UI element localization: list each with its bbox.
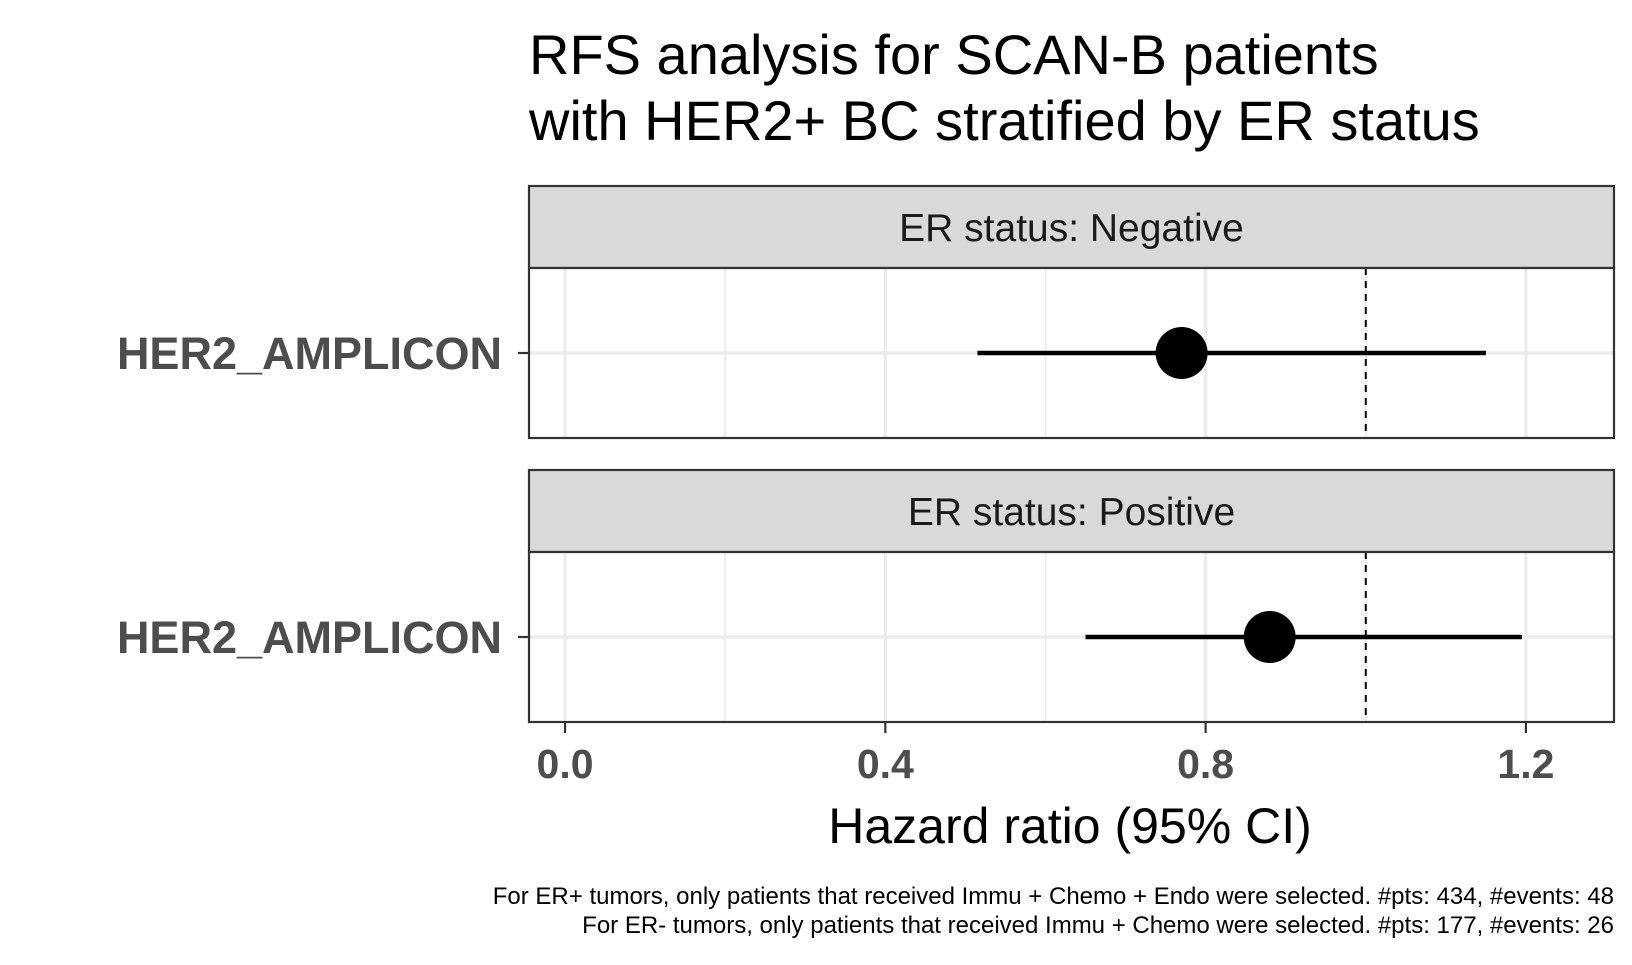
x-axis-tick-label: 0.4 (857, 741, 914, 787)
hazard-ratio-point (1155, 327, 1208, 379)
x-axis-tick-label: 0.0 (537, 741, 594, 787)
panel-border (527, 266, 1616, 440)
panel-1: ER status: Negative HER2_AMPLICON (117, 184, 1616, 440)
caption-line-1: For ER+ tumors, only patients that recei… (493, 883, 1614, 910)
panel-2: ER status: Positive HER2_AMPLICON (117, 468, 1616, 724)
panel-strip (527, 468, 1616, 554)
panel-strip-label: ER status: Negative (899, 207, 1244, 250)
panel-strip-label: ER status: Positive (908, 491, 1235, 534)
chart-title-line-2: with HER2+ BC stratified by ER status (528, 89, 1480, 152)
caption-line-2: For ER- tumors, only patients that recei… (582, 912, 1614, 939)
panel-strip (527, 184, 1616, 270)
x-axis-tick-label: 1.2 (1497, 741, 1554, 787)
chart-title-line-1: RFS analysis for SCAN-B patients (529, 23, 1379, 86)
y-axis-label: HER2_AMPLICON (117, 612, 502, 663)
panel-border (527, 550, 1616, 724)
x-axis-title: Hazard ratio (95% CI) (828, 798, 1312, 854)
hazard-ratio-point (1243, 611, 1296, 663)
y-axis-label: HER2_AMPLICON (117, 328, 502, 379)
x-axis: 0.0 0.4 0.8 1.2 (537, 722, 1554, 787)
x-axis-tick-label: 0.8 (1177, 741, 1234, 787)
